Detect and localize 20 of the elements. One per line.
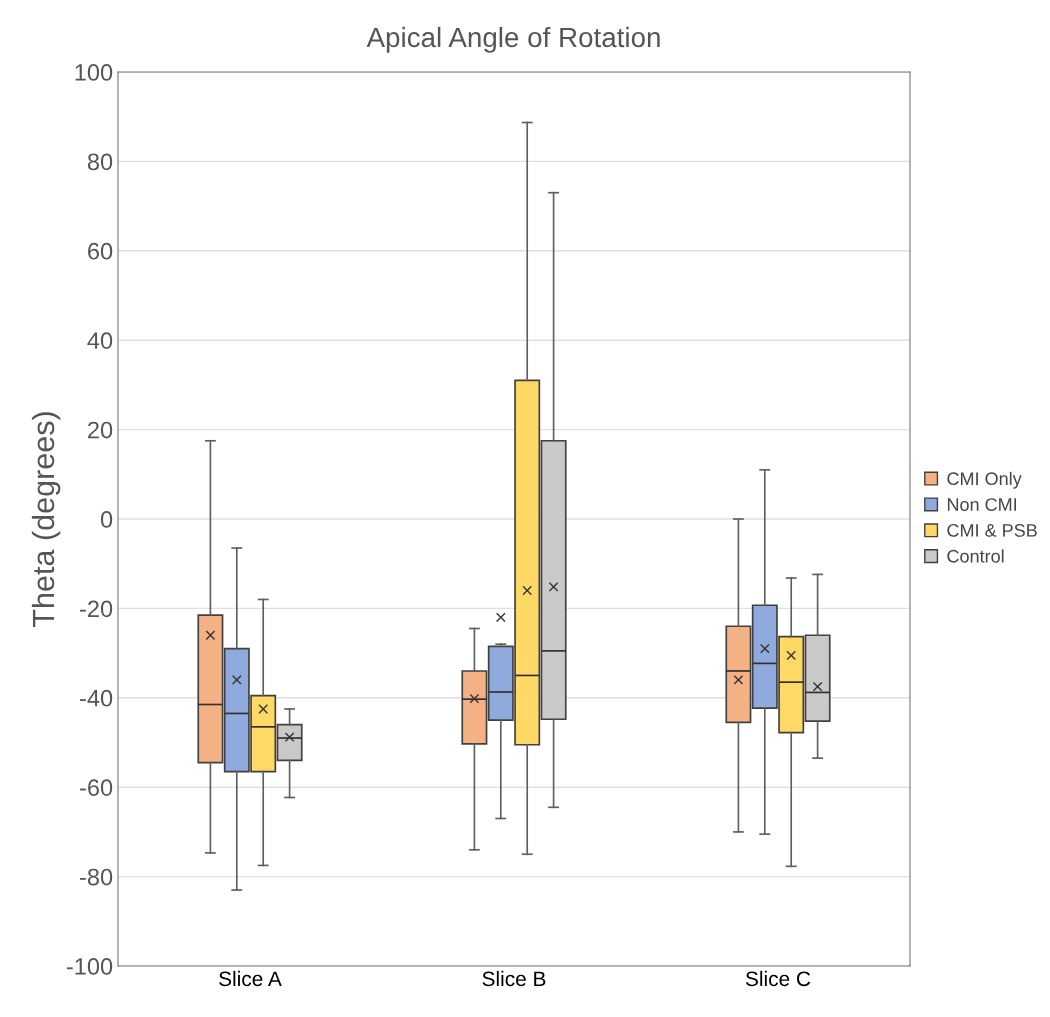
- y-tick-label: 20: [88, 421, 113, 439]
- y-tick-label: -40: [80, 689, 113, 707]
- y-tick-label: 100: [75, 64, 113, 81]
- y-tick-label: -20: [80, 600, 113, 618]
- y-tick-label: 80: [87, 153, 113, 171]
- x-tick-label: Slice C: [745, 970, 811, 987]
- legend-label: CMI & PSB: [947, 523, 1037, 537]
- y-tick-label: 60: [88, 242, 113, 260]
- chart-title: Apical Angle of Rotation: [366, 26, 660, 53]
- legend-label: Non CMI: [947, 498, 1017, 511]
- y-tick-label: -100: [66, 958, 113, 975]
- y-tick-label: -80: [80, 868, 113, 886]
- x-tick-label: Slice A: [219, 970, 282, 987]
- y-axis-title: Theta (degrees): [31, 412, 61, 627]
- y-tick-label: 40: [87, 332, 113, 349]
- x-tick-label: Slice B: [482, 970, 546, 987]
- y-tick-label: -60: [80, 779, 113, 796]
- y-tick-label: 0: [100, 511, 113, 528]
- legend-label: Control: [947, 549, 1004, 563]
- legend-label: CMI Only: [947, 471, 1022, 489]
